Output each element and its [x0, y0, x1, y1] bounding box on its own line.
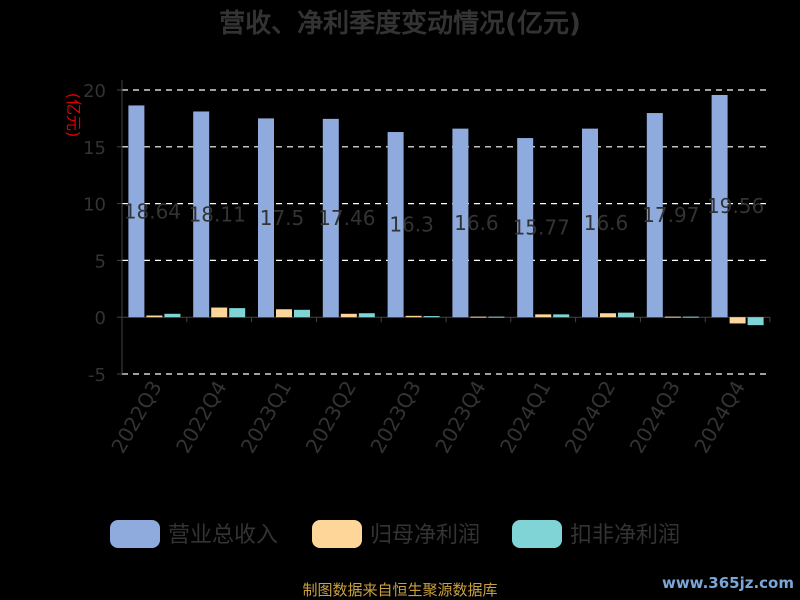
bar[interactable] [711, 94, 728, 318]
bar[interactable] [258, 118, 274, 318]
data-label: 19.56 [707, 194, 764, 218]
data-label: 18.64 [124, 199, 181, 223]
bar[interactable] [358, 313, 375, 318]
x-tick-label: 2024Q2 [560, 377, 620, 458]
x-tick-label: 2024Q3 [625, 377, 685, 458]
bar[interactable] [229, 308, 246, 318]
bar[interactable] [211, 307, 228, 318]
bar[interactable] [582, 128, 598, 318]
bars [128, 94, 764, 326]
legend[interactable]: 营业总收入 归母净利润 扣非净利润 [110, 520, 680, 548]
data-label: 16.3 [389, 213, 434, 237]
x-tick-label: 2024Q4 [689, 377, 749, 458]
legend-label: 营业总收入 [168, 523, 278, 548]
bar[interactable] [405, 315, 422, 318]
legend-item[interactable]: 归母净利润 [312, 520, 480, 548]
bar[interactable] [452, 128, 469, 318]
legend-item[interactable]: 扣非净利润 [512, 520, 680, 548]
data-label: 17.46 [318, 206, 375, 230]
bar[interactable] [618, 312, 634, 318]
x-tick-label: 2023Q3 [365, 377, 425, 458]
legend-swatch [512, 520, 562, 548]
bar[interactable] [553, 314, 570, 318]
data-label: 17.97 [642, 203, 699, 227]
x-axis: 2022Q3 2022Q4 2023Q1 2023Q2 2023Q3 2023Q4 2024… [106, 317, 771, 458]
bar[interactable] [164, 313, 181, 318]
bar[interactable] [488, 316, 505, 318]
chart-title: 营收、净利季度变动情况(亿元) [219, 8, 581, 39]
source-note: 制图数据来自恒生聚源数据库 [302, 581, 497, 599]
bar[interactable] [517, 138, 534, 318]
bar[interactable] [470, 316, 487, 318]
bar[interactable] [423, 316, 440, 318]
data-label: 17.5 [260, 206, 305, 230]
y-tick-label: 0 [95, 308, 106, 329]
data-labels: 18.64 18.11 17.5 17.46 16.3 16.6 15.77 16.6 17.9… [124, 194, 764, 240]
y-tick-label: 15 [83, 138, 106, 159]
bar[interactable] [646, 113, 663, 318]
bar[interactable] [600, 313, 616, 318]
x-tick-label: 2023Q4 [430, 377, 490, 458]
bar[interactable] [128, 105, 145, 318]
bar[interactable] [276, 309, 292, 318]
legend-swatch [110, 520, 160, 548]
y-tick-label: 10 [83, 195, 106, 216]
data-label: 15.77 [513, 216, 570, 240]
y-tick-label: 20 [83, 81, 106, 102]
x-tick-label: 2024Q1 [495, 377, 555, 458]
y-axis-label: (亿元) [64, 93, 83, 138]
bar[interactable] [322, 118, 339, 318]
bar[interactable] [682, 316, 699, 318]
watermark: www.365jz.com [661, 574, 794, 592]
data-label: 16.6 [584, 211, 629, 235]
legend-swatch [312, 520, 362, 548]
x-tick-label: 2022Q3 [106, 377, 166, 458]
data-label: 18.11 [189, 202, 246, 226]
y-tick-label: -5 [88, 365, 106, 386]
bar[interactable] [664, 316, 681, 318]
bar[interactable] [729, 317, 746, 324]
x-tick-label: 2023Q1 [236, 377, 296, 458]
legend-label: 归母净利润 [370, 523, 480, 548]
bar[interactable] [387, 132, 404, 318]
bar[interactable] [294, 309, 310, 318]
bar[interactable] [535, 314, 552, 318]
bar[interactable] [193, 111, 210, 318]
legend-item[interactable]: 营业总收入 [110, 520, 278, 548]
bar[interactable] [747, 317, 764, 326]
y-tick-label: 5 [95, 251, 106, 272]
data-label: 16.6 [454, 211, 499, 235]
x-tick-label: 2023Q2 [301, 377, 361, 458]
bar[interactable] [146, 315, 163, 318]
x-tick-label: 2022Q4 [171, 377, 231, 458]
bar[interactable] [340, 313, 357, 318]
legend-label: 扣非净利润 [570, 523, 680, 548]
